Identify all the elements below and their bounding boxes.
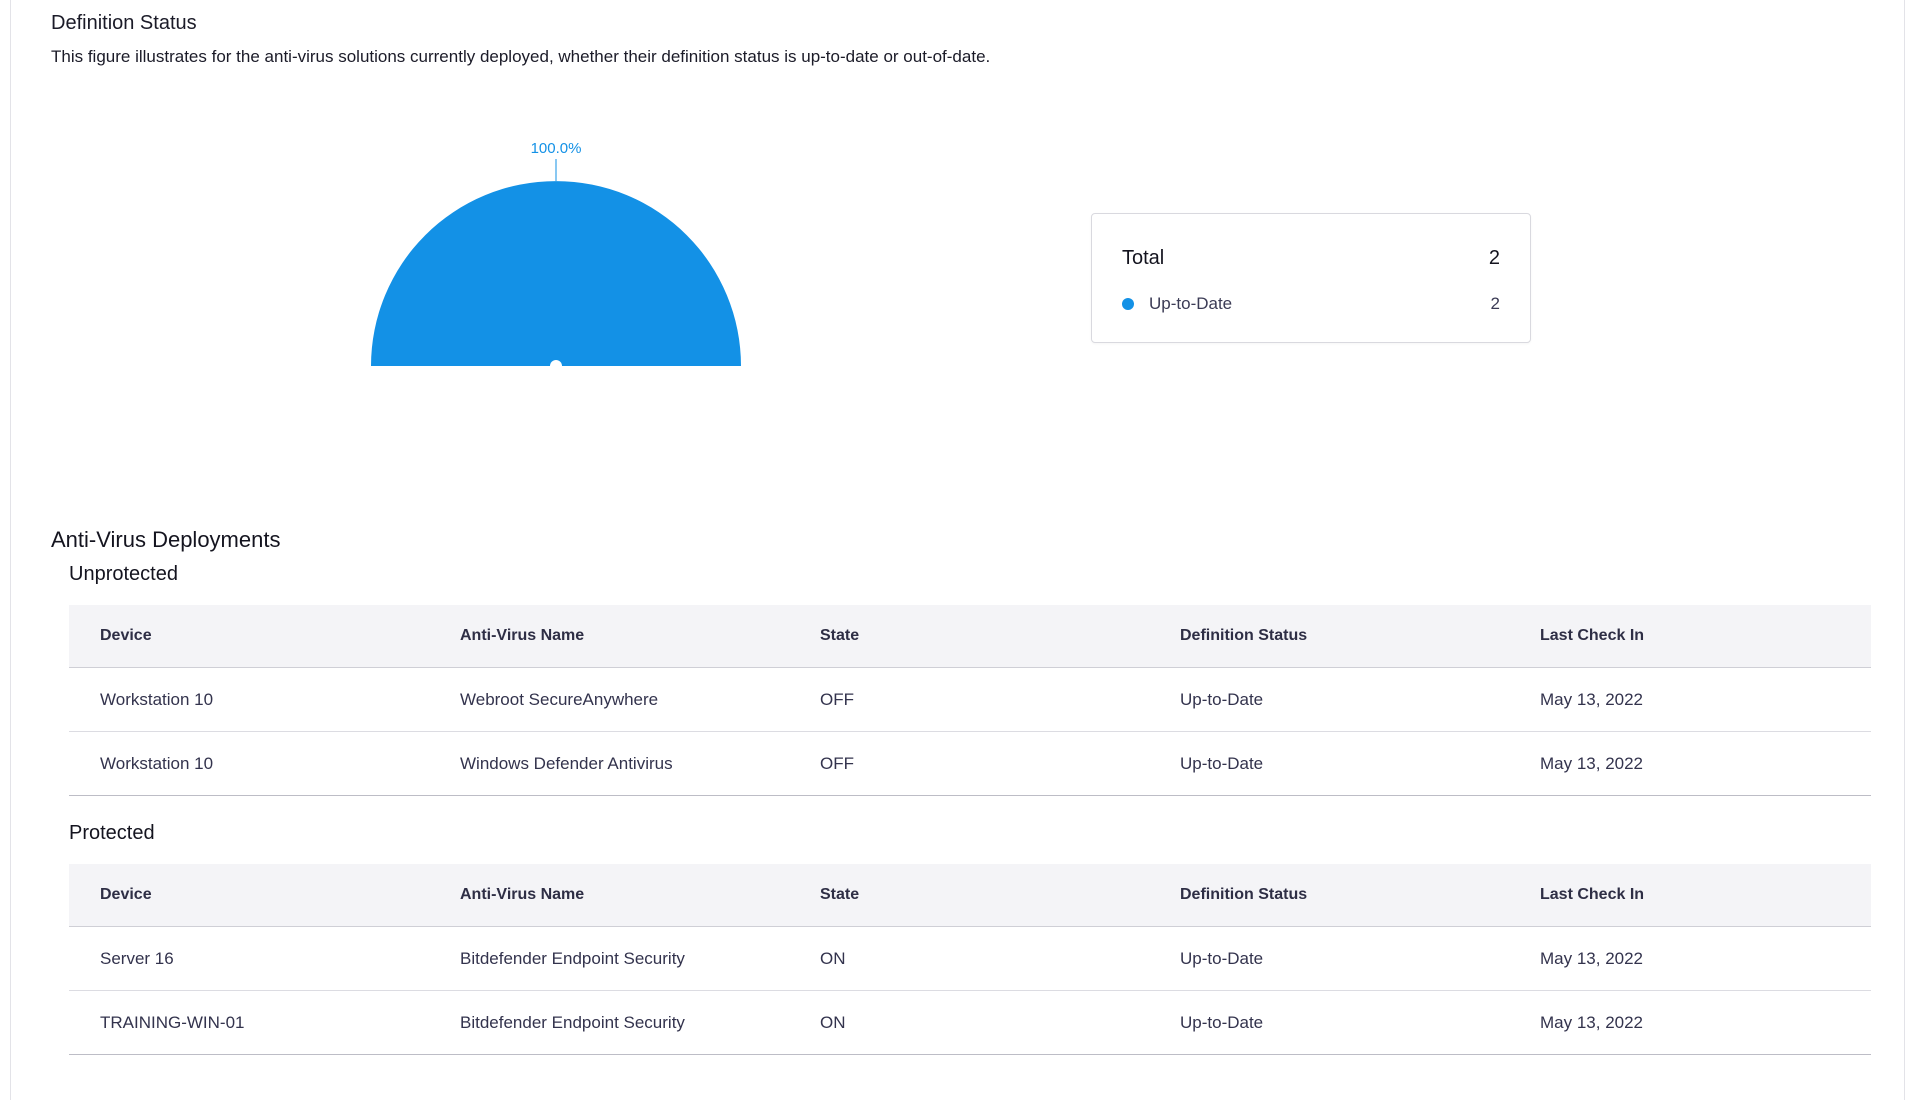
cell-state: ON: [789, 990, 1149, 1055]
pie-center-dot: [550, 360, 562, 372]
cell-device: TRAINING-WIN-01: [69, 990, 429, 1055]
cell-last-check-in: May 13, 2022: [1509, 731, 1871, 796]
pie-slice-up-to-date[interactable]: [371, 181, 741, 366]
table-header-row: Device Anti-Virus Name State Definition …: [69, 605, 1871, 668]
cell-antivirus-name: Bitdefender Endpoint Security: [429, 926, 789, 991]
column-header-device[interactable]: Device: [69, 605, 429, 668]
cell-definition-status: Up-to-Date: [1149, 667, 1509, 732]
column-header-definition-status[interactable]: Definition Status: [1149, 605, 1509, 668]
table-header-row: Device Anti-Virus Name State Definition …: [69, 864, 1871, 927]
table-row[interactable]: Server 16 Bitdefender Endpoint Security …: [69, 926, 1871, 991]
column-header-device[interactable]: Device: [69, 864, 429, 927]
group-title-protected: Protected: [69, 822, 155, 844]
cell-device: Workstation 10: [69, 731, 429, 796]
column-header-last-check-in[interactable]: Last Check In: [1509, 864, 1871, 927]
cell-definition-status: Up-to-Date: [1149, 990, 1509, 1055]
unprotected-table: Device Anti-Virus Name State Definition …: [69, 605, 1871, 796]
legend-dot-icon: [1122, 298, 1134, 310]
cell-device: Workstation 10: [69, 667, 429, 732]
cell-device: Server 16: [69, 926, 429, 991]
group-title-unprotected: Unprotected: [69, 563, 178, 585]
definition-status-description: This figure illustrates for the anti-vir…: [51, 47, 991, 66]
legend-total-row: Total 2: [1122, 247, 1500, 270]
legend-item-value: 2: [1490, 294, 1500, 313]
cell-state: OFF: [789, 731, 1149, 796]
cell-last-check-in: May 13, 2022: [1509, 990, 1871, 1055]
report-panel: Definition Status This figure illustrate…: [10, 0, 1905, 1100]
cell-definition-status: Up-to-Date: [1149, 926, 1509, 991]
protected-table: Device Anti-Virus Name State Definition …: [69, 864, 1871, 1055]
cell-last-check-in: May 13, 2022: [1509, 667, 1871, 732]
definition-status-title: Definition Status: [51, 12, 197, 34]
cell-last-check-in: May 13, 2022: [1509, 926, 1871, 991]
deployments-title: Anti-Virus Deployments: [51, 527, 281, 552]
cell-definition-status: Up-to-Date: [1149, 731, 1509, 796]
chart-legend: Total 2 Up-to-Date 2: [1091, 213, 1531, 343]
legend-item-up-to-date[interactable]: Up-to-Date 2: [1122, 294, 1500, 314]
table-row[interactable]: TRAINING-WIN-01 Bitdefender Endpoint Sec…: [69, 990, 1871, 1055]
legend-total-value: 2: [1488, 247, 1500, 269]
table-row[interactable]: Workstation 10 Webroot SecureAnywhere OF…: [69, 667, 1871, 732]
column-header-state[interactable]: State: [789, 864, 1149, 927]
column-header-antivirus-name[interactable]: Anti-Virus Name: [429, 605, 789, 668]
column-header-state[interactable]: State: [789, 605, 1149, 668]
legend-total-label: Total: [1122, 247, 1165, 269]
cell-state: OFF: [789, 667, 1149, 732]
cell-antivirus-name: Windows Defender Antivirus: [429, 731, 789, 796]
column-header-antivirus-name[interactable]: Anti-Virus Name: [429, 864, 789, 927]
cell-state: ON: [789, 926, 1149, 991]
cell-antivirus-name: Webroot SecureAnywhere: [429, 667, 789, 732]
column-header-last-check-in[interactable]: Last Check In: [1509, 605, 1871, 668]
definition-status-pie-svg: 100.0%: [371, 140, 741, 372]
table-row[interactable]: Workstation 10 Windows Defender Antiviru…: [69, 731, 1871, 796]
legend-item-label: Up-to-Date: [1149, 294, 1233, 313]
cell-antivirus-name: Bitdefender Endpoint Security: [429, 990, 789, 1055]
column-header-definition-status[interactable]: Definition Status: [1149, 864, 1509, 927]
pie-data-label: 100.0%: [531, 140, 582, 157]
definition-status-chart: 100.0%: [351, 130, 771, 380]
